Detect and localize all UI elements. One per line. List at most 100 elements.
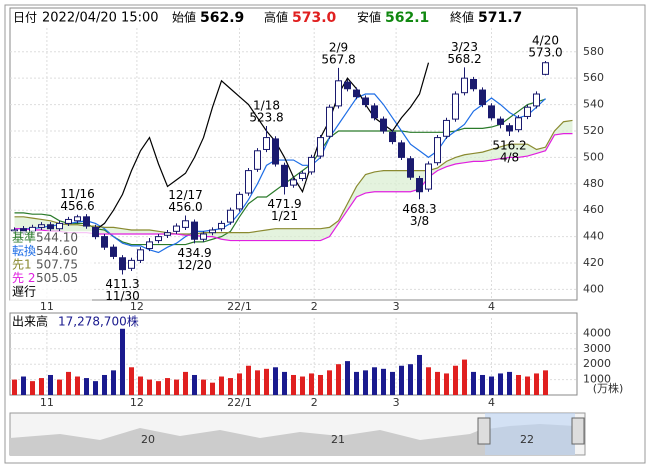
legend-value: 507.75 [36,258,78,272]
volume-bar [111,370,116,395]
candle-body [146,241,153,250]
x-tick-label: 4 [488,300,495,313]
y-tick-label: 480 [583,177,604,190]
candle-body [533,93,540,107]
volume-bar [534,373,539,395]
legend-name: 先 2 [12,271,35,285]
date: 2022/04/20 15:00 [42,11,159,26]
legend-name: 転換 [12,244,36,258]
volume-bar [444,373,449,395]
annotation-value: 516.2 [492,139,526,153]
y-tick-label: 560 [583,71,604,84]
candle-body [263,137,270,150]
candle-body [389,131,396,143]
annotation-value: 471.9 [267,197,301,211]
volume-bar [246,365,251,395]
legend-box [10,231,92,301]
y-tick-label: 580 [583,45,604,58]
volume-bar [210,382,215,395]
candle-body [164,232,171,236]
volume-bar [156,381,161,395]
x-tick-label: 3 [393,300,400,313]
candle-body [281,164,288,187]
volume-bar [309,373,314,395]
y-tick-label: 3000 [583,342,611,355]
x-tick-label: 2 [311,396,318,409]
candle-body [497,118,504,125]
x-tick-label: 22/1 [227,300,252,313]
volume-bar [543,370,548,395]
volume-bar [192,374,197,395]
volume-bar [237,373,242,395]
open: 562.9 [200,10,244,26]
candle-body [326,106,333,137]
volume-bar [417,354,422,395]
navigator-range[interactable] [485,413,575,455]
volume-bar [372,367,377,395]
candle-body [461,77,468,94]
x-tick-label: 2 [311,300,318,313]
volume-bar [93,381,98,395]
candle-body [209,229,216,234]
volume-bar [12,379,17,395]
volume-bar [84,378,89,395]
annotation-value: 411.3 [105,277,139,291]
volume-bar [291,374,296,395]
close: 571.7 [478,10,522,26]
label: 始値 [172,10,196,25]
volume-bar [183,371,188,395]
volume-bar [435,371,440,395]
y-tick-label: 440 [583,230,604,243]
candle-body [128,259,135,269]
candle-body [452,93,459,120]
volume-bar [381,368,386,395]
candle-body [254,150,261,170]
annotation-date: 3/23 [451,40,478,54]
y-tick-label: 520 [583,124,604,137]
high: 573.0 [292,10,337,26]
legend-name: 基準 [12,230,36,245]
scroll-handle[interactable] [571,417,585,445]
unit-label: (万株) [593,381,624,395]
annotation-value: 567.8 [321,52,355,66]
candle-body [47,224,54,230]
annotation-date: 11/16 [60,187,95,201]
candle-body [56,222,63,230]
candle-body [74,216,81,222]
candle-body [434,137,441,164]
annotation-value: 456.0 [168,200,202,214]
volume-bar [57,379,62,395]
volume-bar [165,378,170,395]
candle-body [344,81,351,90]
annotation-value: 568.2 [447,52,481,66]
candle-body [200,233,207,240]
candle-body [407,158,414,178]
price-panel [9,7,578,301]
scroll-handle[interactable] [477,417,491,445]
annotation-value: 468.3 [402,202,436,216]
y-tick-label: 460 [583,203,604,216]
volume-bar [66,371,71,395]
x-tick-label: 12 [130,300,144,313]
annotation-date: 4/8 [500,151,519,165]
annotation-date: 2/9 [329,40,348,54]
volume-bar [39,378,44,395]
volume-bar [129,367,134,395]
volume-bar [147,379,152,395]
candle-body [542,62,549,75]
volume-bar [426,367,431,395]
candle-body [362,97,369,106]
volume-bar [408,364,413,395]
volume-bar [462,359,467,395]
volume-bar [336,364,341,395]
candle-body [110,246,117,257]
volume-bar [264,368,269,395]
legend-value: 505.05 [36,271,78,285]
candle-body [488,105,495,119]
volume-bar [228,378,233,395]
annotation-value: 523.8 [249,110,283,124]
indicator-line [14,119,573,235]
y-tick-label: 2000 [583,357,611,370]
indicator-line [14,93,546,254]
